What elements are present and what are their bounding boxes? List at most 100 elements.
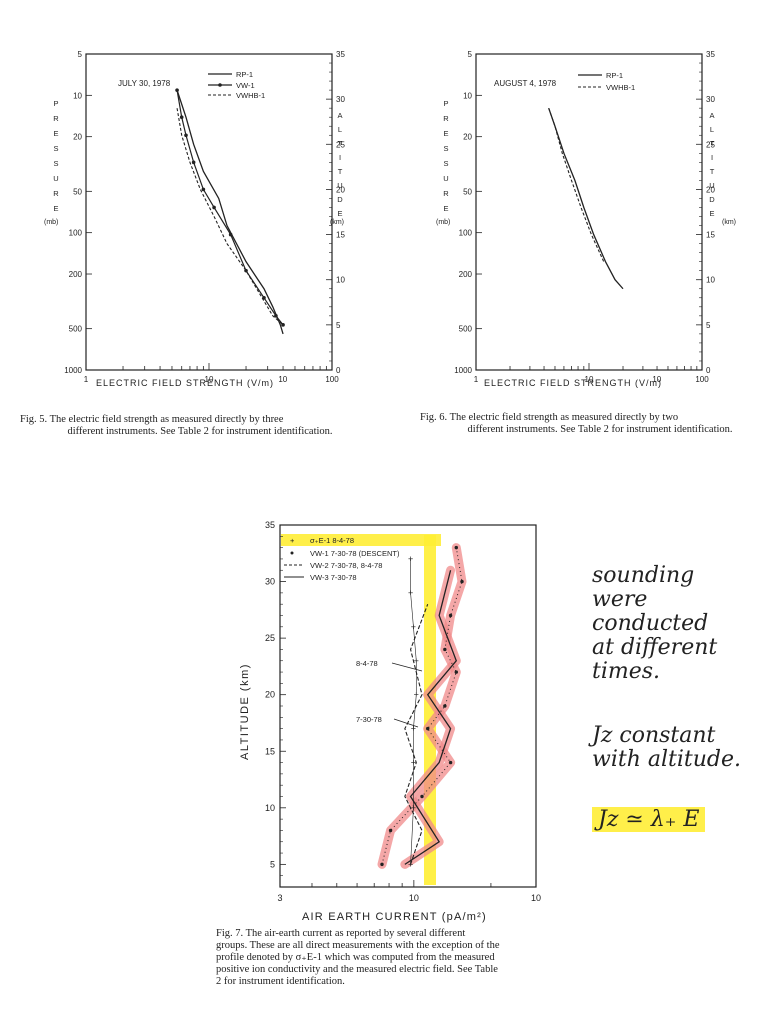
fig6-xlabel: ELECTRIC FIELD STRENGTH (V/m) <box>484 378 662 388</box>
series-point <box>420 794 424 799</box>
alt-tick-label: 10 <box>706 276 715 285</box>
vertical-label-letter: U <box>337 181 342 190</box>
vertical-label-letter: E <box>53 204 58 213</box>
y-tick-label: 35 <box>265 520 275 530</box>
p-tick-label: 500 <box>69 325 83 334</box>
y-tick-label: 30 <box>265 577 275 587</box>
p-tick-label: 1000 <box>454 366 472 375</box>
note-formula: Jz ≃ λ₊ E <box>592 807 706 832</box>
vertical-label-letter: A <box>709 111 714 120</box>
series-line-2 <box>176 90 284 326</box>
series-point <box>460 579 464 584</box>
vertical-label-letter: S <box>443 159 448 168</box>
note-line-4: at different <box>592 635 718 660</box>
fig5-xlabel: ELECTRIC FIELD STRENGTH (V/m) <box>96 378 274 388</box>
alt-tick-label: 30 <box>706 95 715 104</box>
fig6-date: AUGUST 4, 1978 <box>494 79 557 88</box>
note-line-6: Jz constant <box>592 723 716 748</box>
x-tick-label: 3 <box>277 893 282 903</box>
series-point <box>212 205 216 210</box>
fig6-left-unit: (mb) <box>436 219 450 226</box>
fig5-curves <box>175 88 285 335</box>
fig5-right-unit: (km) <box>330 219 344 226</box>
p-tick-label: 50 <box>463 187 472 196</box>
vertical-label-letter: U <box>709 181 714 190</box>
vertical-label-letter: R <box>53 189 59 198</box>
handwritten-notes: sounding were conducted at different tim… <box>592 564 782 832</box>
fig7-caption-line-2: groups. These are all direct measurement… <box>216 940 500 951</box>
fig6-caption-line-1: Fig. 6. The electric field strength as m… <box>420 412 679 423</box>
vertical-label-letter: E <box>443 129 448 138</box>
series-point <box>201 187 206 192</box>
p-tick-label: 1000 <box>64 366 82 375</box>
alt-tick-label: 15 <box>336 231 345 240</box>
series-point <box>228 232 233 237</box>
y-tick-label: 25 <box>265 633 275 643</box>
plot-frame <box>475 53 703 371</box>
x-tick-label: 10 <box>531 893 541 903</box>
p-tick-label: 100 <box>69 229 83 238</box>
vertical-label-letter: U <box>443 174 448 183</box>
p-tick-label: 200 <box>69 270 83 279</box>
series-point <box>454 670 458 674</box>
vertical-label-letter: L <box>338 125 342 134</box>
legend-vwhb1: VWHB-1 <box>236 91 265 100</box>
figure-7-caption: Fig. 7. The air-earth current as reporte… <box>216 928 561 988</box>
vertical-label-letter: I <box>339 153 341 162</box>
p-tick-label: 10 <box>73 91 82 100</box>
y-tick-label: 20 <box>265 690 275 700</box>
vertical-label-letter: T <box>338 139 343 148</box>
figure-5-plot: 1 10 10 10051020501002005001000353025201510… <box>44 50 345 388</box>
fig7-ylabel: ALTITUDE (km) <box>239 663 251 760</box>
note-line-5: times. <box>592 659 661 684</box>
fig6-right-unit: (km) <box>722 219 736 226</box>
p-tick-label: 100 <box>459 229 473 238</box>
vertical-label-letter: T <box>710 139 715 148</box>
vertical-label-letter: E <box>337 209 342 218</box>
series-point <box>443 704 447 708</box>
series-point <box>274 314 278 318</box>
series-line-3 <box>176 108 284 326</box>
plot-frame <box>85 53 333 371</box>
legend-sigmaE: σ₊E-1 8-4-78 <box>310 536 354 545</box>
fig7-caption-line-1: Fig. 7. The air-earth current as reporte… <box>216 928 466 939</box>
legend-vwhb1: VWHB-1 <box>606 83 635 92</box>
fig7-caption-line-3: profile denoted by σ₊E-1 which was compu… <box>216 952 495 963</box>
x-tick-label: 100 <box>695 375 709 384</box>
alt-tick-label: 20 <box>706 185 715 194</box>
series-line-1 <box>176 89 284 335</box>
fig5-legend: RP-1 VW-1 VWHB-1 <box>208 70 265 100</box>
vertical-label-letter: S <box>53 159 58 168</box>
alt-tick-label: 25 <box>706 140 715 149</box>
vertical-label-letter: P <box>53 99 58 108</box>
series-point <box>448 613 453 618</box>
figure-6-plot: 1 10 10 10051020501002005001000353025201510… <box>436 50 736 388</box>
note-line-3: conducted <box>592 611 709 636</box>
vertical-label-letter: T <box>710 167 715 176</box>
legend-highlight <box>281 534 441 546</box>
vertical-label-letter: I <box>711 153 713 162</box>
fig7-ticks: 3 10 10 35 30 25 20 15 10 5 <box>265 520 541 903</box>
alt-tick-label: 0 <box>706 366 711 375</box>
series-point <box>184 133 188 138</box>
legend-rp1: RP-1 <box>236 70 253 79</box>
vertical-label-letter: R <box>443 189 449 198</box>
fig6-right-label: ALTITUDE <box>709 111 715 218</box>
fig6-curves <box>548 107 624 290</box>
vertical-label-letter: E <box>709 209 714 218</box>
note-line-1: sounding <box>592 563 695 588</box>
series-point <box>454 545 458 550</box>
fig5-ticks: 1 10 10 10051020501002005001000353025201510… <box>64 50 345 384</box>
alt-tick-label: 35 <box>336 50 345 59</box>
note-line-7: with altitude. <box>592 747 742 772</box>
fig5-date: JULY 30, 1978 <box>118 79 171 88</box>
plus-marker: + <box>408 859 413 869</box>
vertical-label-letter: S <box>443 144 448 153</box>
alt-tick-label: 0 <box>336 366 341 375</box>
annotation-7-30-78: 7-30-78 <box>356 715 382 724</box>
alt-tick-label: 30 <box>336 95 345 104</box>
fig6-ticks: 1 10 10 10051020501002005001000353025201510… <box>454 50 715 384</box>
fig5-caption-line-2: different instruments. See Table 2 for i… <box>67 426 333 437</box>
legend-plus: + <box>290 536 295 545</box>
